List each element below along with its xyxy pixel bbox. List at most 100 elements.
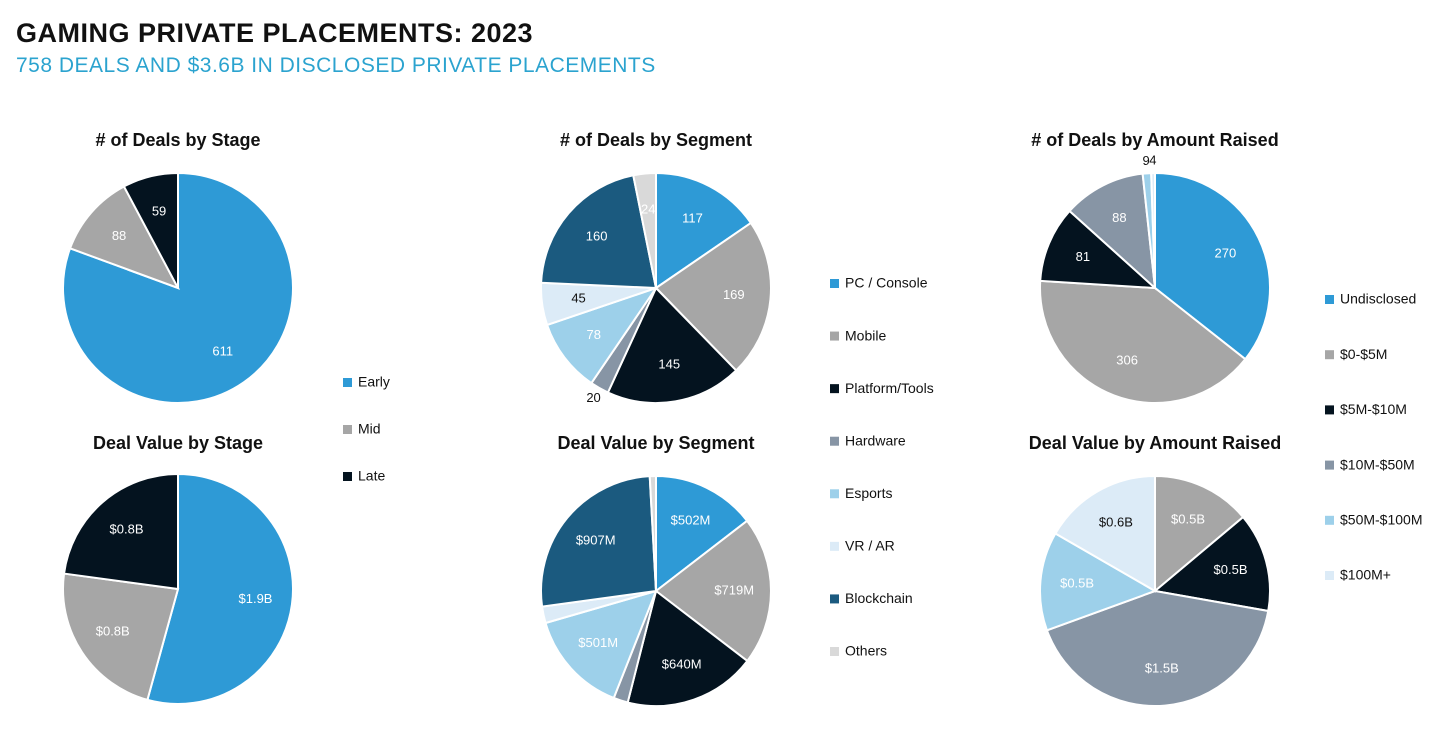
value-label: $0.8B xyxy=(110,522,144,537)
value-label: 145 xyxy=(658,357,680,372)
legend-label: $5M-$10M xyxy=(1340,401,1407,417)
pie-slice xyxy=(545,286,659,385)
legend-swatch xyxy=(1325,515,1334,525)
pie-slice xyxy=(540,174,658,290)
pie-slice xyxy=(1039,532,1158,632)
pie-slice xyxy=(1045,589,1270,707)
legend-label: $0-$5M xyxy=(1340,346,1387,362)
value-label: 9 xyxy=(1142,153,1149,168)
chart-title: Deal Value by Amount Raised xyxy=(1029,433,1281,453)
legend-label: Others xyxy=(845,643,887,659)
legend-swatch xyxy=(343,378,352,387)
legend-label: Mid xyxy=(358,421,381,437)
pie-slice xyxy=(606,286,738,404)
value-label: 4 xyxy=(1149,152,1156,167)
pie-slice xyxy=(655,171,753,290)
value-label: 160 xyxy=(586,229,608,244)
legend-label: $100M+ xyxy=(1340,567,1391,583)
legend-swatch xyxy=(830,279,839,288)
pie-slice xyxy=(540,475,658,608)
pie-slice xyxy=(1039,209,1158,290)
legend-swatch xyxy=(830,541,839,551)
value-label: 20 xyxy=(586,390,600,405)
legend-swatch xyxy=(830,489,839,499)
chart-title: Deal Value by Stage xyxy=(93,433,263,453)
value-label: $1.9B xyxy=(239,591,273,606)
chart-title: # of Deals by Segment xyxy=(560,130,752,150)
value-label: $0.5B xyxy=(1214,562,1248,577)
legend-swatch xyxy=(830,331,839,341)
legend-label: $10M-$50M xyxy=(1340,456,1415,472)
chart-title: # of Deals by Stage xyxy=(95,130,260,150)
legend-swatch xyxy=(1325,460,1334,470)
legend-swatch xyxy=(343,472,352,481)
pie-slice xyxy=(68,185,181,290)
value-label: $502M xyxy=(671,512,711,527)
pie-slice xyxy=(655,474,749,594)
value-label: $0.5B xyxy=(1060,576,1094,591)
page-title: GAMING PRIVATE PLACEMENTS: 2023 xyxy=(16,18,533,48)
legend-label: PC / Console xyxy=(845,275,928,291)
pie-slice xyxy=(62,472,179,591)
value-label: $0.6B xyxy=(1099,515,1133,530)
legend-swatch xyxy=(1325,571,1334,580)
legend-label: Late xyxy=(358,468,385,484)
pie-slice xyxy=(1054,474,1156,593)
value-label: $0.5B xyxy=(1171,512,1205,527)
legend-swatch xyxy=(1325,350,1334,360)
legend-label: Undisclosed xyxy=(1340,291,1416,307)
value-label: $1.5B xyxy=(1145,660,1179,675)
legend-label: Platform/Tools xyxy=(845,380,934,396)
value-label: $0.8B xyxy=(96,624,130,639)
value-label: 78 xyxy=(587,327,601,342)
pie-slice xyxy=(1039,279,1247,404)
value-label: $719M xyxy=(714,582,754,597)
value-label: 45 xyxy=(571,290,585,305)
legend-swatch xyxy=(1325,405,1334,415)
value-label: 88 xyxy=(112,228,126,243)
pie-slice xyxy=(1068,172,1157,291)
pie-slice xyxy=(1154,474,1245,594)
legend-swatch xyxy=(830,436,839,446)
value-label: 306 xyxy=(1116,352,1138,367)
value-label: 611 xyxy=(212,344,233,359)
pie-slice xyxy=(122,171,179,289)
legend-label: Esports xyxy=(845,485,892,501)
value-label: 81 xyxy=(1076,249,1090,264)
value-label: $640M xyxy=(662,656,702,671)
pie-slice xyxy=(146,472,294,705)
pie-slice xyxy=(654,221,772,372)
value-label: 24 xyxy=(641,202,655,217)
pie-slice xyxy=(1152,515,1271,613)
legend-label: Blockchain xyxy=(845,590,913,606)
legend-swatch xyxy=(830,384,839,394)
value-label: $501M xyxy=(578,635,618,650)
value-label: 59 xyxy=(152,204,166,219)
page-subtitle: 758 DEALS AND $3.6B IN DISCLOSED PRIVATE… xyxy=(16,54,656,77)
value-label: 88 xyxy=(1112,210,1126,225)
value-label: 169 xyxy=(723,287,745,302)
legend-swatch xyxy=(830,647,839,656)
pie-slice xyxy=(654,519,772,663)
chart-title: # of Deals by Amount Raised xyxy=(1031,130,1278,150)
legend-label: Mobile xyxy=(845,327,886,343)
legend-label: Early xyxy=(358,374,390,390)
pie-slice xyxy=(62,572,180,702)
pie-slice xyxy=(626,589,749,707)
legend-label: Hardware xyxy=(845,432,906,448)
chart-title: Deal Value by Segment xyxy=(557,433,754,453)
value-label: $907M xyxy=(576,533,616,548)
value-label: 117 xyxy=(682,210,703,225)
legend-label: $50M-$100M xyxy=(1340,512,1423,528)
legend-swatch xyxy=(1325,295,1334,304)
legend-label: VR / AR xyxy=(845,538,895,554)
pie-slice xyxy=(1150,171,1156,289)
legend-swatch xyxy=(830,594,839,604)
pie-slice xyxy=(544,589,658,700)
pie-slice xyxy=(1154,171,1271,361)
legend-swatch xyxy=(343,425,352,434)
pie-slice xyxy=(648,474,657,592)
value-label: 270 xyxy=(1215,245,1237,260)
pie-slice xyxy=(632,171,657,289)
